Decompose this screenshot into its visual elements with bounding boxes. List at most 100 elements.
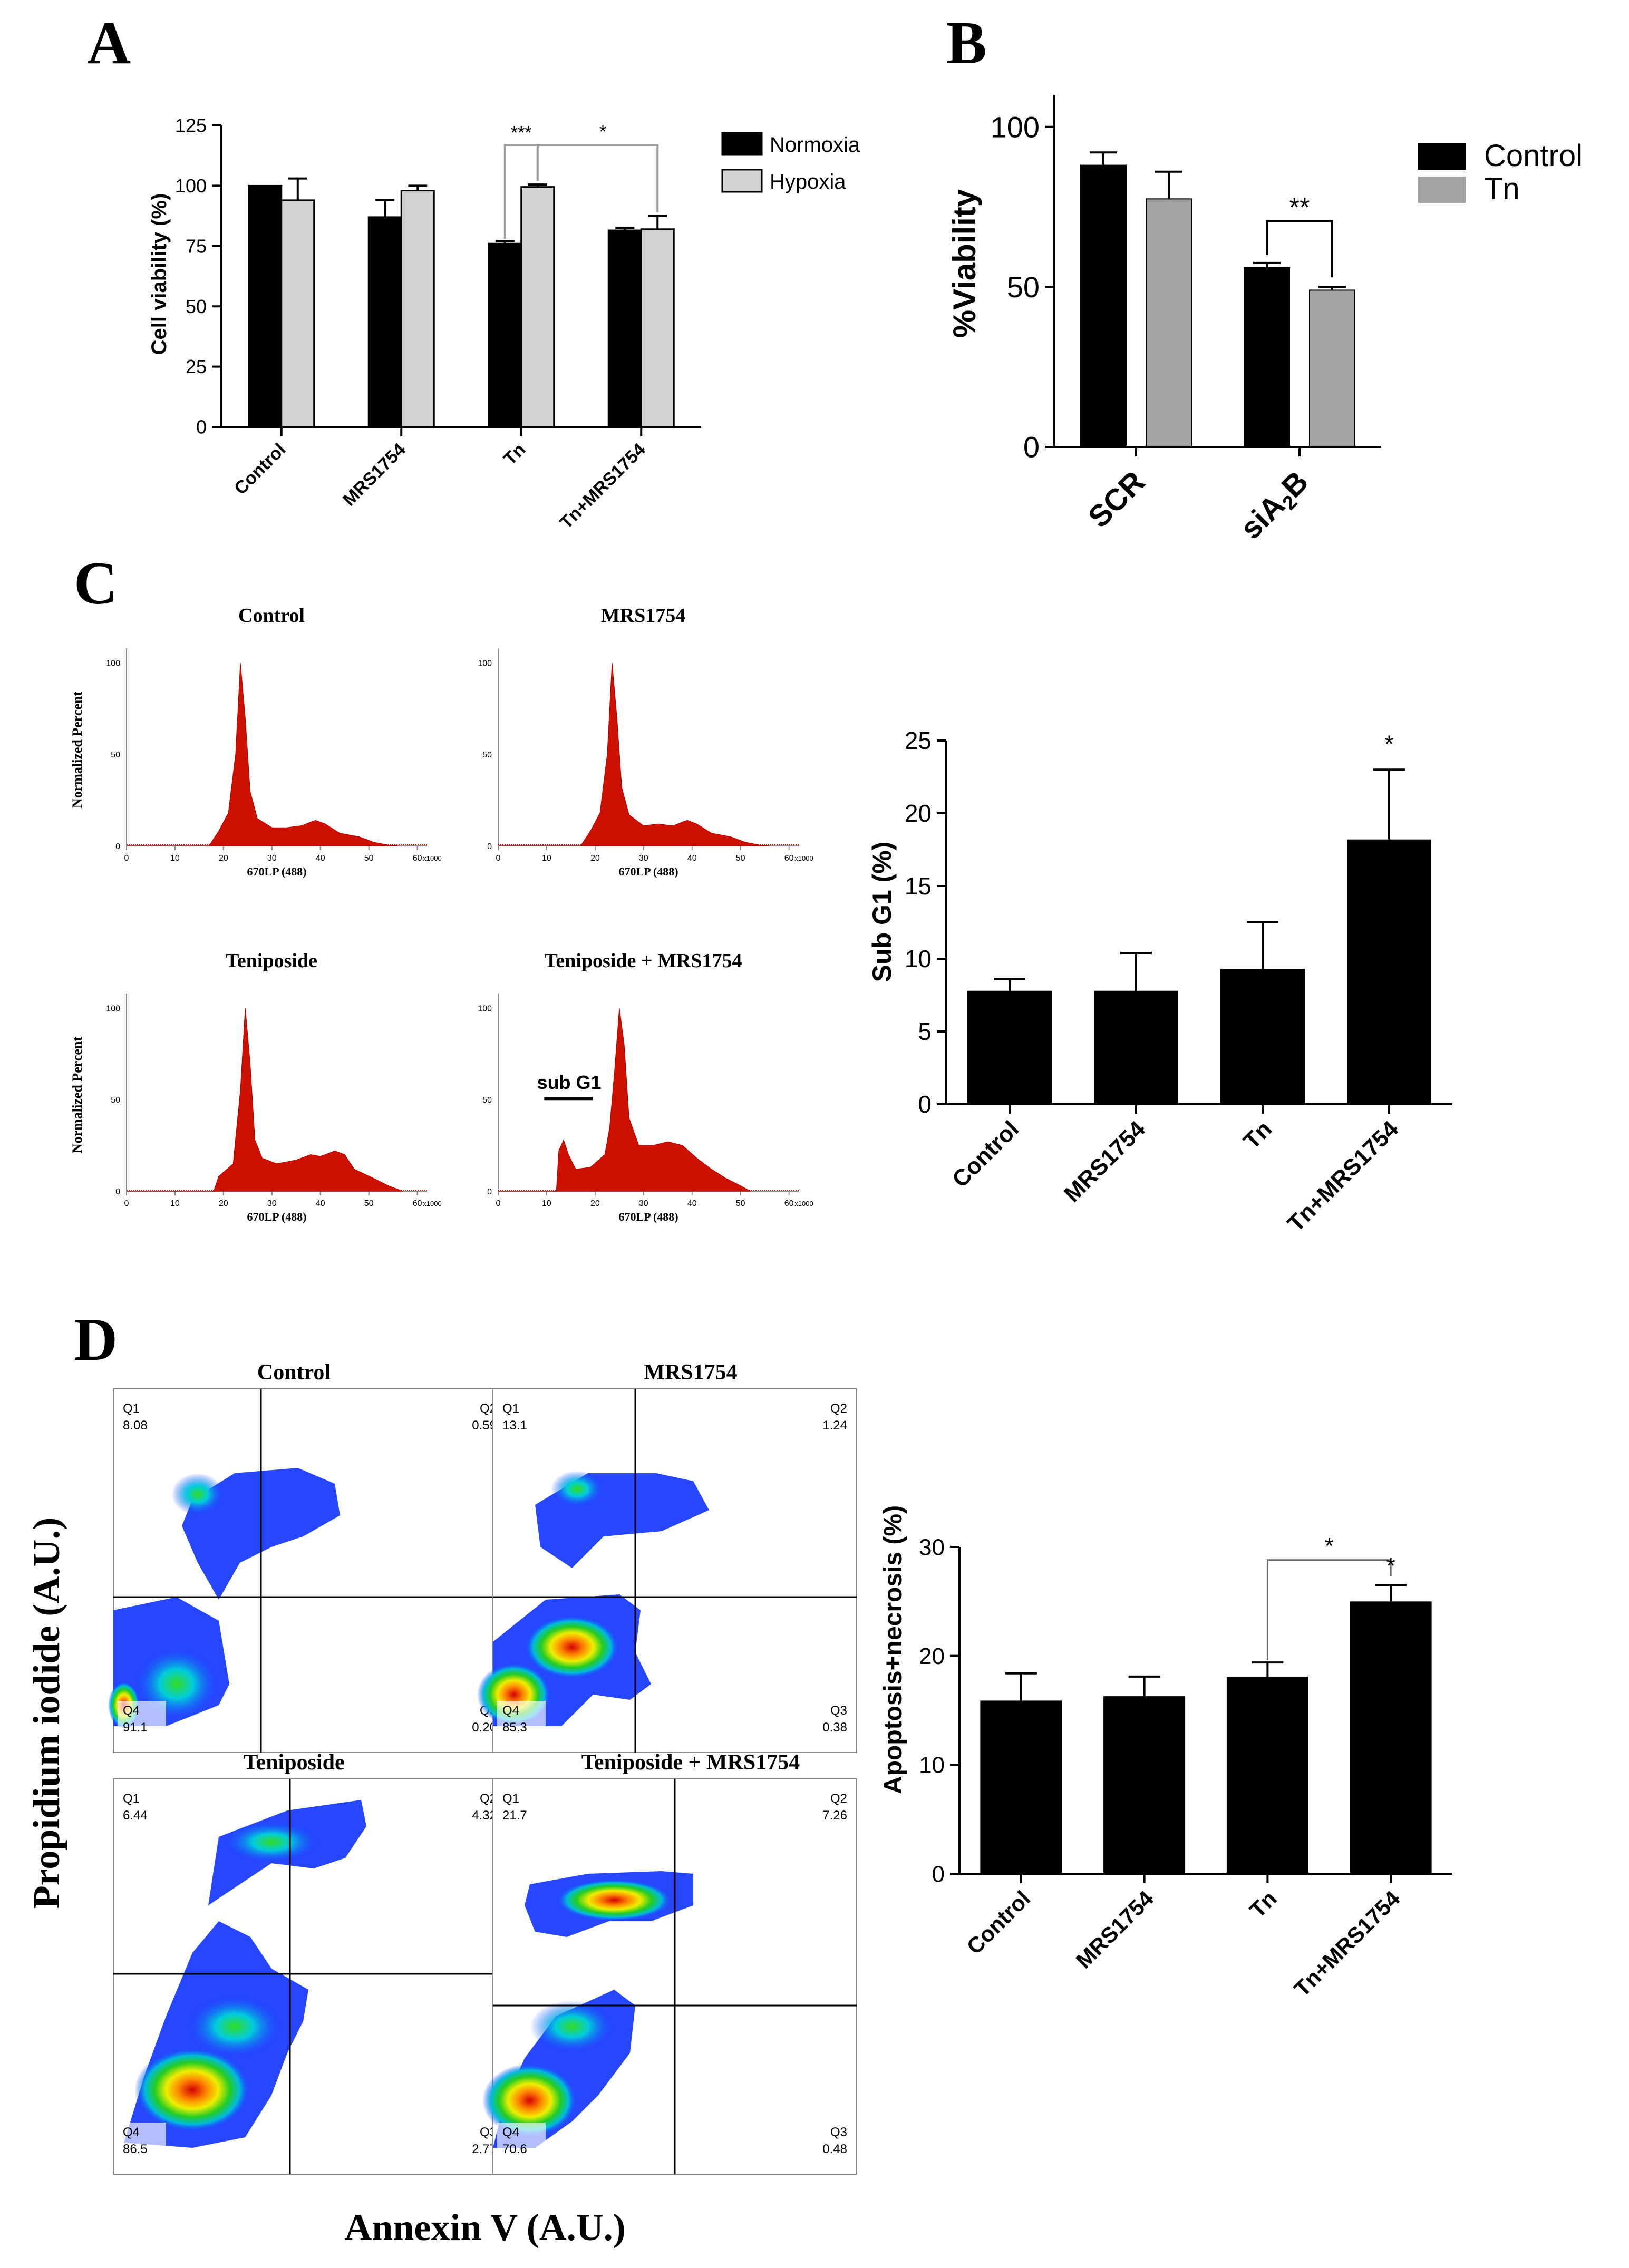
histogram-xlabel: 670LP (488) [247, 1210, 306, 1223]
histogram-xtick-label: 20 [219, 854, 228, 863]
histogram-distribution-teniposide [127, 1008, 403, 1192]
flow-q1-name: Q1 [502, 1792, 519, 1806]
histogram-distribution-teniposide-mrs1754 [498, 1008, 752, 1192]
chart-b-ylabel: %Viability [947, 189, 982, 338]
chart-a-ylabel: Cell viability (%) [148, 193, 171, 355]
histogram-ytick-label: 0 [115, 842, 120, 851]
flow-ylabel: Propidium iodide (A.U.) [25, 1517, 67, 1909]
histogram-xtick-label: 20 [590, 854, 600, 863]
chart-b: %Viability Control Tn 0 50 100 SCR siA2B ** [947, 95, 1583, 546]
chart-c-bar-tn-mrs1754-sub-g1 [1347, 839, 1431, 1104]
chart-d-sig-marker-1: * [1325, 1533, 1334, 1559]
histogram-x-multiplier: x1000 [423, 854, 441, 862]
chart-d-ytick-label: 0 [932, 1861, 945, 1887]
histogram-ylabel: Normalized Percent [70, 692, 85, 808]
histogram-x-multiplier: x1000 [794, 854, 813, 862]
histogram-xtick-label: 0 [496, 1199, 501, 1208]
flow-q1-value: 6.44 [123, 1808, 148, 1823]
histogram-xtick-label: 40 [687, 854, 697, 863]
histogram-xlabel: 670LP (488) [618, 1210, 678, 1223]
histogram-ylabel: Normalized Percent [70, 1037, 85, 1153]
histogram-xtick-label: 0 [124, 854, 129, 863]
histogram-xlabel: 670LP (488) [618, 865, 678, 878]
flow-q4-name: Q4 [123, 1704, 140, 1718]
flow-q1-value: 8.08 [123, 1418, 148, 1433]
flow-q2-name: Q2 [830, 1792, 847, 1806]
histogram-ytick-label: 50 [111, 751, 120, 760]
chart-d-bar-tn-mrs1754-apoptosis-necrosis [1350, 1601, 1432, 1874]
chart-b-bar-sia2b-tn [1309, 289, 1355, 447]
chart-c-bar-mrs1754-sub-g1 [1094, 990, 1178, 1104]
chart-d-bar-control-apoptosis-necrosis [980, 1700, 1062, 1874]
flow-title-teniposide-mrs1754: Teniposide + MRS1754 [581, 1750, 800, 1775]
chart-c-category-label: Tn+MRS1754 [1283, 1116, 1404, 1237]
chart-c-ytick-label: 15 [905, 872, 932, 900]
histogram-xtick-label: 60 [784, 854, 794, 863]
flow-q4-name: Q4 [502, 1704, 519, 1718]
chart-a-ytick-label: 100 [175, 175, 207, 197]
legend-b-tn-swatch [1418, 177, 1466, 203]
chart-a-bar-control-hypoxia [280, 199, 315, 428]
flow-q4-name: Q4 [123, 2125, 140, 2139]
flow-hotspot-teniposide-mrs1754-2 [530, 2000, 614, 2053]
flow-q1-name: Q1 [123, 1792, 140, 1806]
chart-a-bar-control-normoxia [248, 184, 283, 428]
chart-c-category-label: MRS1754 [1059, 1116, 1150, 1207]
histogram-xtick-label: 30 [639, 854, 648, 863]
panel-letter-a: A [87, 9, 131, 76]
chart-a-sig-marker-2: * [599, 122, 606, 142]
chart-a-category-label: MRS1754 [339, 440, 410, 510]
histogram-xtick-label: 30 [639, 1199, 648, 1208]
chart-a-ytick-label: 0 [196, 416, 207, 438]
histogram-ytick-label: 0 [115, 1187, 120, 1196]
histogram-ytick-label: 100 [106, 659, 120, 668]
chart-d-bar-mrs1754-apoptosis-necrosis [1103, 1696, 1186, 1874]
chart-a-bar-tn-hypoxia [520, 186, 555, 428]
histogram-xtick-label: 0 [124, 1199, 129, 1208]
histogram-xtick-label: 60 [413, 1199, 422, 1208]
histogram-xtick-label: 10 [542, 854, 551, 863]
histogram-xtick-label: 30 [267, 854, 277, 863]
flow-hotspot-teniposide-1 [187, 1995, 282, 2058]
histogram-xtick-label: 10 [170, 1199, 180, 1208]
histogram-title-teniposide-mrs1754: Teniposide + MRS1754 [545, 950, 742, 972]
histogram-title-mrs1754: MRS1754 [601, 605, 685, 627]
chart-c-ytick-label: 25 [905, 727, 932, 754]
chart-a-ytick-label: 25 [186, 356, 207, 377]
chart-b-ytick-label: 50 [1007, 270, 1040, 304]
flow-hotspot-mrs1754-2 [551, 1471, 604, 1507]
chart-a-ytick-label: 125 [175, 115, 207, 137]
histogram-title-teniposide: Teniposide [226, 950, 317, 972]
histogram-xtick-label: 60 [784, 1199, 794, 1208]
chart-a-category-label: Control [230, 440, 289, 499]
chart-d-ylabel: Apoptosis+necrosis (%) [879, 1505, 907, 1794]
flow-q1-name: Q1 [502, 1401, 519, 1416]
flow-title-control: Control [257, 1360, 331, 1385]
flow-q4-name: Q4 [502, 2125, 519, 2139]
histogram-xtick-label: 40 [316, 1199, 325, 1208]
histogram-distribution-control [127, 663, 398, 846]
chart-a-ytick-label: 75 [186, 235, 207, 257]
histogram-xtick-label: 50 [736, 854, 745, 863]
chart-a-category-label: Tn [500, 440, 529, 469]
flow-plot-grid: Propidium iodide (A.U.) Annexin V (A.U.)… [25, 1360, 857, 2248]
histogram-xtick-label: 40 [316, 854, 325, 863]
chart-d-category-label: Tn+MRS1754 [1289, 1886, 1405, 2001]
flow-hotspot-control-2 [171, 1473, 224, 1515]
flow-xlabel: Annexin V (A.U.) [344, 2206, 625, 2248]
chart-a-bar-mrs1754-hypoxia [400, 190, 435, 428]
legend-a-hypoxia-label: Hypoxia [770, 170, 846, 193]
chart-d-sig-marker-2: * [1386, 1553, 1395, 1579]
flow-q3-value: 0.38 [822, 1720, 847, 1735]
chart-d: Apoptosis+necrosis (%) 0 10 20 30 Control MRS… [879, 1505, 1452, 2001]
chart-b-bracket [1266, 220, 1333, 278]
histogram-xtick-label: 20 [219, 1199, 228, 1208]
histogram-xtick-label: 0 [496, 854, 501, 863]
chart-c-bar-control-sub-g1 [967, 990, 1052, 1104]
flow-q1-name: Q1 [123, 1401, 140, 1416]
histogram-xtick-label: 30 [267, 1199, 277, 1208]
chart-a-bar-mrs1754-normoxia [367, 216, 402, 428]
flow-q1-value: 13.1 [502, 1418, 527, 1433]
